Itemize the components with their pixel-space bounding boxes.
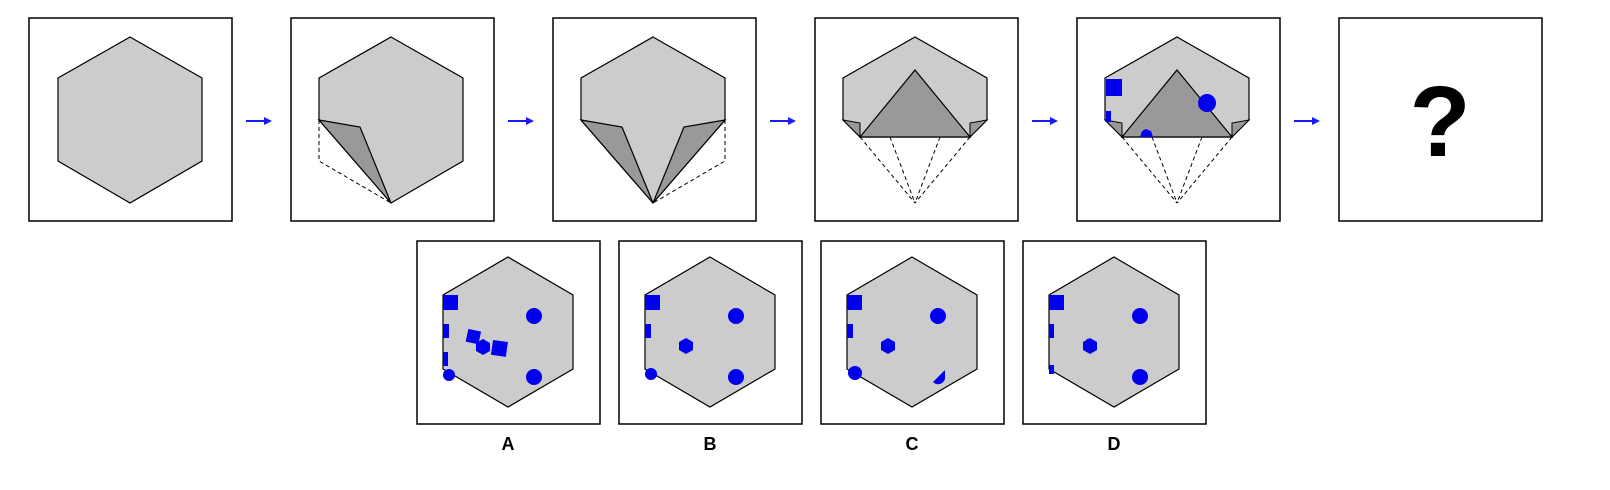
square-hole-partial bbox=[645, 324, 651, 338]
option-b[interactable]: B bbox=[618, 240, 803, 454]
arrow-icon bbox=[246, 117, 272, 125]
small-flap-left bbox=[841, 119, 861, 139]
small-flap-right bbox=[969, 119, 989, 139]
folded-flap-left bbox=[579, 119, 654, 204]
square-hole-overlap bbox=[1138, 372, 1147, 380]
sequence-panel-question: ? bbox=[1338, 17, 1543, 222]
square-hole-partial bbox=[847, 324, 853, 338]
small-flap-left bbox=[1103, 119, 1123, 139]
circle-hole-partial bbox=[443, 369, 455, 381]
folded-flap bbox=[317, 119, 392, 204]
square-hole bbox=[465, 328, 482, 345]
circle-hole bbox=[728, 369, 744, 385]
option-d[interactable]: D bbox=[1022, 240, 1207, 454]
sequence-panel-5 bbox=[1076, 17, 1281, 222]
square-hole-partial bbox=[1049, 365, 1054, 374]
option-c[interactable]: C bbox=[820, 240, 1005, 454]
question-mark: ? bbox=[1409, 66, 1470, 178]
option-label: A bbox=[502, 434, 515, 454]
circle-hole-partial bbox=[933, 370, 946, 385]
arrow-icon bbox=[1294, 117, 1320, 125]
hexagon-hole bbox=[476, 339, 490, 355]
circle-hole bbox=[1198, 94, 1216, 112]
hexagon-hole bbox=[679, 338, 693, 354]
sequence-panel-2 bbox=[290, 17, 495, 222]
arrow-icon bbox=[770, 117, 796, 125]
arrow-icon bbox=[508, 117, 534, 125]
square-hole-overlap bbox=[1083, 338, 1097, 352]
arrow-icon bbox=[1032, 117, 1058, 125]
hexagon-hole bbox=[881, 338, 895, 354]
sequence-panel-4 bbox=[814, 17, 1019, 222]
square-hole-partial bbox=[1049, 324, 1054, 338]
circle-hole bbox=[930, 308, 946, 324]
square-hole-partial bbox=[443, 352, 448, 366]
folded-flap-right bbox=[652, 119, 727, 204]
square-hole bbox=[443, 295, 458, 310]
circle-hole-partial bbox=[848, 366, 862, 380]
fold-outline-dashed bbox=[859, 136, 971, 204]
square-hole bbox=[645, 295, 660, 310]
circle-hole bbox=[728, 308, 744, 324]
square-hole-partial bbox=[1106, 111, 1111, 122]
hexagon-hole bbox=[1140, 129, 1153, 137]
hexagon-paper bbox=[57, 36, 203, 204]
circle-hole bbox=[526, 369, 542, 385]
option-a[interactable]: A bbox=[416, 240, 601, 454]
circle-hole bbox=[526, 308, 542, 324]
option-label: D bbox=[1108, 434, 1121, 454]
sequence-panel-3 bbox=[552, 17, 757, 222]
sequence-panel-1 bbox=[28, 17, 233, 222]
circle-hole bbox=[1132, 308, 1148, 324]
option-label: B bbox=[704, 434, 717, 454]
folded-triangle bbox=[858, 69, 972, 138]
square-hole bbox=[490, 339, 508, 357]
option-label: C bbox=[906, 434, 919, 454]
circle-hole-partial bbox=[645, 368, 657, 380]
fold-outline-dashed bbox=[1121, 136, 1233, 204]
small-flap-right bbox=[1231, 119, 1251, 139]
square-hole bbox=[1106, 79, 1122, 96]
square-hole bbox=[1049, 295, 1064, 310]
square-hole-partial bbox=[443, 324, 449, 338]
square-hole bbox=[847, 295, 862, 310]
